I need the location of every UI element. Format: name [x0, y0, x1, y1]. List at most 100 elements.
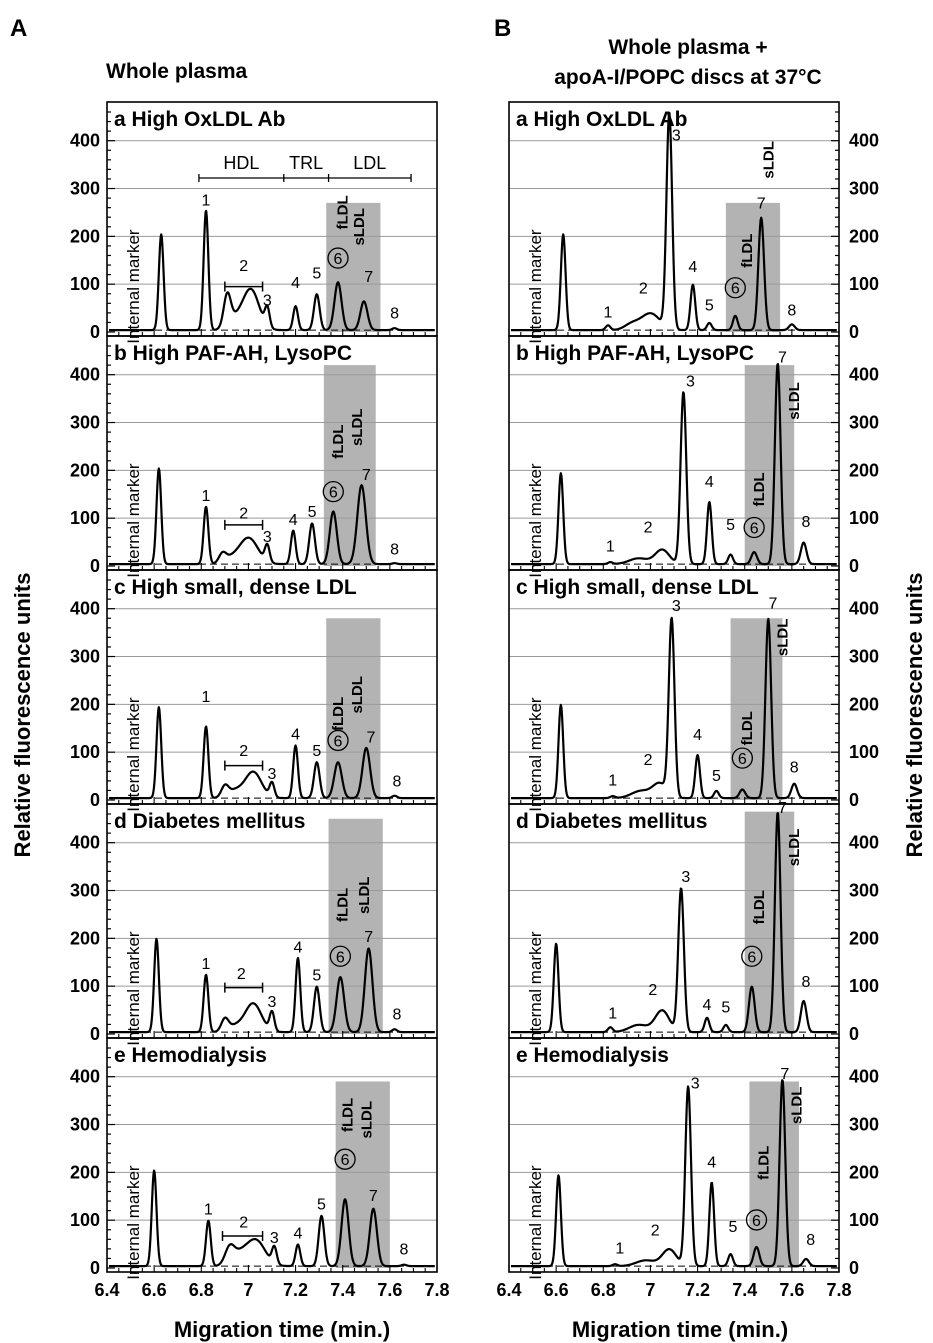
y-tick-label: 400: [70, 1067, 100, 1087]
peak-label: 4: [291, 727, 300, 744]
y-tick-label: 100: [849, 274, 879, 294]
y-tick-label: 100: [70, 1210, 100, 1230]
peak-label: 7: [362, 467, 371, 484]
x-tick-label: 6.6: [544, 1280, 569, 1300]
y-tick-label: 300: [70, 1115, 100, 1135]
internal-marker-label: Internal marker: [526, 229, 545, 344]
y-tick-label: 100: [849, 508, 879, 528]
panel-A-e: 0 100 200 300 400 e Hemodialysis Internal mark…: [70, 1037, 450, 1300]
x-tick-label: 6.4: [496, 1280, 521, 1300]
subfraction-label: sLDL: [349, 676, 366, 714]
peak-label: 4: [707, 1155, 716, 1172]
y-tick-label: 300: [70, 881, 100, 901]
subfraction-label: sLDL: [786, 382, 803, 420]
peak-label: 3: [263, 293, 272, 310]
panel-B-c: 0 100 200 300 400 c High small, dense LDL Inte…: [508, 569, 879, 812]
y-tick-label: 0: [90, 556, 100, 576]
peak-label: 4: [693, 727, 702, 744]
subfraction-label: fLDL: [330, 425, 347, 459]
peak-label: 4: [291, 275, 300, 292]
x-tick-label: 7.2: [283, 1280, 308, 1300]
panel-title: d Diabetes mellitus: [516, 810, 707, 833]
class-label: TRL: [289, 153, 323, 173]
peak-label: 1: [608, 1006, 617, 1023]
panel-title: c High small, dense LDL: [114, 576, 357, 599]
y-tick-label: 300: [849, 1115, 879, 1135]
internal-marker-label: Internal marker: [526, 697, 545, 812]
peak-label: 4: [688, 259, 697, 276]
x-tick-label: 7: [243, 1280, 253, 1300]
peak-label: 7: [364, 929, 373, 946]
y-tick-label: 100: [849, 742, 879, 762]
peak-label: 3: [691, 1076, 700, 1093]
y-tick-label: 200: [849, 460, 879, 480]
y-tick-label: 0: [849, 1024, 859, 1044]
peak-label: 1: [202, 689, 211, 706]
peak-label: 7: [778, 350, 787, 367]
electropherogram-trace: [108, 1169, 436, 1268]
peak-label: 4: [703, 997, 712, 1014]
peak-label: 8: [802, 514, 811, 531]
peak-circle-marker: [327, 247, 349, 269]
panel-title: a High OxLDL Ab: [516, 108, 688, 131]
y-tick-label: 400: [849, 365, 879, 385]
y-tick-label: 400: [70, 599, 100, 619]
peak-label: 3: [686, 374, 695, 391]
class-label: HDL: [223, 153, 259, 173]
peak-label: 7: [778, 800, 787, 817]
y-tick-label: 200: [849, 928, 879, 948]
ldl-shade-region: [749, 1081, 799, 1268]
peak-label: 3: [672, 598, 681, 615]
y-tick-label: 200: [849, 1162, 879, 1182]
subfraction-label: fLDL: [739, 234, 756, 268]
peak-label: 1: [204, 1201, 213, 1218]
panel-A-b: 0 100 200 300 400 b High PAF-AH, LysoPC Intern…: [70, 335, 438, 578]
peak-circle-marker: [741, 945, 763, 967]
column-letter-a: A: [10, 15, 27, 42]
panel-A-c: 0 100 200 300 400 c High small, dense LDL Inte…: [70, 569, 438, 812]
peak-label: 5: [312, 265, 321, 282]
x-tick-label: 6.8: [591, 1280, 616, 1300]
panel-B-d: 0 100 200 300 400 d Diabetes mellitus Internal…: [508, 800, 879, 1046]
y-tick-label: 400: [70, 833, 100, 853]
internal-marker-label: Internal marker: [124, 1165, 143, 1280]
internal-marker-label: Internal marker: [124, 931, 143, 1046]
peak-label: 1: [615, 1241, 624, 1258]
peak-label: 6: [747, 949, 756, 966]
peak-label: 1: [606, 539, 615, 556]
y-tick-label: 0: [849, 790, 859, 810]
panel-A-d: 0 100 200 300 400 d Diabetes mellitus Internal…: [70, 803, 438, 1046]
peak-label: 8: [390, 306, 399, 323]
y-tick-label: 200: [70, 928, 100, 948]
y-tick-label: 200: [849, 694, 879, 714]
panel-title: b High PAF-AH, LysoPC: [516, 342, 754, 365]
y-axis-label-right: Relative fluorescence units: [902, 573, 927, 858]
y-tick-label: 300: [70, 413, 100, 433]
subfraction-label: sLDL: [774, 619, 791, 657]
panel-title: b High PAF-AH, LysoPC: [114, 342, 352, 365]
peak-circle-marker: [745, 1209, 768, 1231]
peak-label: 5: [721, 999, 730, 1016]
y-tick-label: 400: [849, 1067, 879, 1087]
y-tick-label: 200: [70, 1162, 100, 1182]
ldl-shade-region: [725, 202, 781, 332]
y-tick-label: 300: [849, 413, 879, 433]
peak-label: 4: [705, 474, 714, 491]
subfraction-label: sLDL: [356, 877, 373, 915]
peak-label: 6: [336, 949, 345, 966]
peak-label: 2: [239, 743, 248, 760]
peak-label: 2: [239, 506, 248, 523]
peak-label: 7: [364, 269, 373, 286]
panel-frame: [106, 335, 438, 571]
peak-label: 8: [806, 1232, 815, 1249]
peak-label: 7: [757, 196, 766, 213]
peak-label: 2: [651, 1222, 660, 1239]
peak-label: 3: [672, 128, 681, 145]
y-tick-label: 400: [849, 599, 879, 619]
internal-marker-label: Internal marker: [124, 463, 143, 578]
panel-B-e: 0 100 200 300 400 e Hemodialysis Internal mark…: [496, 1037, 879, 1300]
subfraction-label: fLDL: [335, 888, 352, 922]
peak-label: 6: [752, 1213, 761, 1230]
